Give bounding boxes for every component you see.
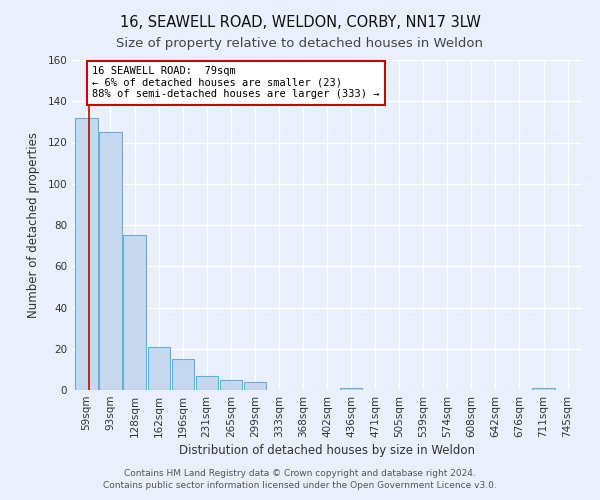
Text: 16, SEAWELL ROAD, WELDON, CORBY, NN17 3LW: 16, SEAWELL ROAD, WELDON, CORBY, NN17 3L… bbox=[119, 15, 481, 30]
Bar bbox=[148, 346, 170, 390]
Text: 16 SEAWELL ROAD:  79sqm
← 6% of detached houses are smaller (23)
88% of semi-det: 16 SEAWELL ROAD: 79sqm ← 6% of detached … bbox=[92, 66, 380, 100]
Text: Contains HM Land Registry data © Crown copyright and database right 2024.
Contai: Contains HM Land Registry data © Crown c… bbox=[103, 468, 497, 490]
Bar bbox=[172, 359, 194, 390]
Bar bbox=[196, 376, 218, 390]
Bar bbox=[100, 132, 122, 390]
Bar bbox=[340, 388, 362, 390]
Text: Size of property relative to detached houses in Weldon: Size of property relative to detached ho… bbox=[116, 38, 484, 51]
Bar bbox=[76, 118, 98, 390]
Bar bbox=[532, 388, 554, 390]
Bar bbox=[244, 382, 266, 390]
Bar bbox=[124, 236, 146, 390]
Y-axis label: Number of detached properties: Number of detached properties bbox=[28, 132, 40, 318]
X-axis label: Distribution of detached houses by size in Weldon: Distribution of detached houses by size … bbox=[179, 444, 475, 457]
Bar bbox=[220, 380, 242, 390]
